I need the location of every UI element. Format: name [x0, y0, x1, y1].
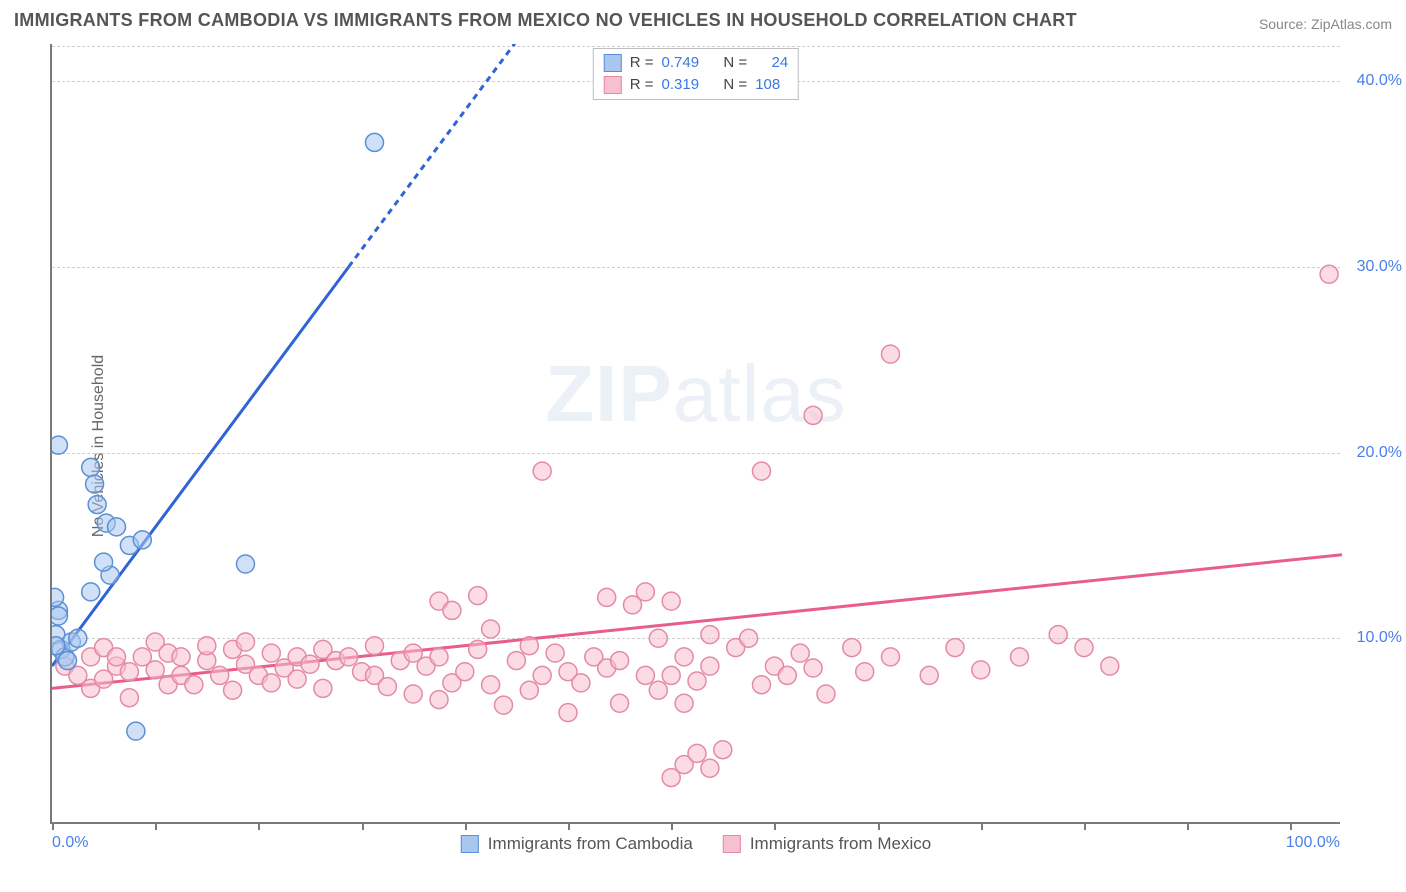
swatch-cambodia: [604, 54, 622, 72]
legend-row-cambodia: R = 0.749 N = 24: [604, 52, 788, 74]
scatter-plot: ZIPatlas 10.0%20.0%30.0%40.0% R = 0.749 …: [50, 44, 1340, 824]
legend-row-mexico: R = 0.319 N = 108: [604, 74, 788, 96]
swatch-cambodia-icon: [461, 835, 479, 853]
legend-item-cambodia: Immigrants from Cambodia: [461, 834, 693, 854]
x-axis-min-label: 0.0%: [52, 834, 88, 852]
source-attribution: Source: ZipAtlas.com: [1259, 16, 1392, 32]
y-tick-label: 10.0%: [1347, 629, 1402, 647]
swatch-mexico-icon: [723, 835, 741, 853]
scatter-points: [52, 44, 1342, 824]
legend-item-mexico: Immigrants from Mexico: [723, 834, 931, 854]
y-tick-label: 30.0%: [1347, 258, 1402, 276]
y-tick-label: 40.0%: [1347, 72, 1402, 90]
series-legend: Immigrants from Cambodia Immigrants from…: [461, 834, 931, 854]
chart-title: IMMIGRANTS FROM CAMBODIA VS IMMIGRANTS F…: [14, 10, 1392, 31]
y-tick-label: 20.0%: [1347, 444, 1402, 462]
correlation-legend: R = 0.749 N = 24 R = 0.319 N = 108: [593, 48, 799, 100]
swatch-mexico: [604, 76, 622, 94]
x-axis-max-label: 100.0%: [1286, 834, 1340, 852]
